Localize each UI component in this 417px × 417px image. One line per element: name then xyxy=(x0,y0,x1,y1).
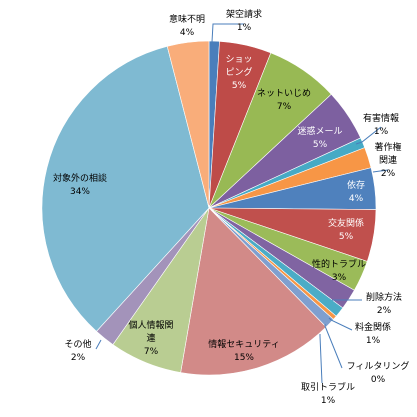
slice-label-15: 個人情報関連 7% xyxy=(128,319,173,357)
slice-label-10: 削除方法 2% xyxy=(366,291,402,316)
slice-label-9: 性的トラブル 3% xyxy=(312,258,366,283)
slice-label-name-part: 迷惑メール xyxy=(297,125,342,137)
slice-percent-label: 5% xyxy=(339,232,354,242)
slice-label-3: ネットいじめ 7% xyxy=(257,88,311,112)
slice-label-2: ショッピング 5% xyxy=(225,55,252,91)
slice-label-4: 迷惑メール 5% xyxy=(297,125,342,150)
slice-label-name-part: その他 xyxy=(64,338,91,350)
slice-percent-label: 3% xyxy=(332,273,347,283)
slice-label-name-part: フィルタリング xyxy=(347,360,410,372)
slice-label-17: 対象外の相談 34% xyxy=(53,172,107,197)
slice-label-name-part: 連 xyxy=(146,332,155,344)
slice-label-name-part: 対象外の相談 xyxy=(53,172,107,184)
slice-label-7: 依存 4% xyxy=(347,179,365,204)
slice-label-name-part: ネットいじめ xyxy=(257,88,311,99)
leader-lines-layer xyxy=(95,23,389,384)
leader-line-6 xyxy=(372,169,389,173)
slice-label-name-part: 有害情報 xyxy=(363,112,399,124)
slice-label-name-part: 交友関係 xyxy=(328,217,364,229)
slice-label-name-part: 関連 xyxy=(379,154,397,166)
labels-layer: 架空請求 1% ショッピング 5% ネットいじめ 7% 迷惑メール 5% 有害情報 1% 著作権関連… xyxy=(53,8,409,406)
slice-label-name-part: 情報セキュリティ xyxy=(208,338,279,350)
pie-slice-18 xyxy=(166,40,210,209)
slice-label-name-part: 依存 xyxy=(347,179,365,191)
pie-slice-14 xyxy=(180,207,327,376)
slice-percent-label: 0% xyxy=(371,375,386,385)
slice-label-13: 取引トラブル 1% xyxy=(301,381,355,406)
leader-line-16 xyxy=(95,339,102,350)
slice-label-1: 架空請求 1% xyxy=(226,8,262,33)
slice-label-16: その他 2% xyxy=(64,338,91,363)
slice-percent-label: 4% xyxy=(180,28,195,38)
slice-percent-label: 2% xyxy=(71,353,86,363)
slice-label-8: 交友関係 5% xyxy=(328,217,364,242)
slice-percent-label: 34% xyxy=(70,187,90,197)
pie-slice-17 xyxy=(41,45,210,332)
slice-percent-label: 1% xyxy=(237,23,252,33)
slice-label-name-part: ショッ xyxy=(225,55,252,65)
leader-line-12 xyxy=(324,324,343,369)
slice-percent-label: 2% xyxy=(377,306,392,316)
slice-percent-label: 1% xyxy=(321,396,336,406)
slice-label-12: フィルタリング 0% xyxy=(347,360,410,385)
slice-percent-label: 7% xyxy=(277,102,292,112)
slice-label-name-part: 著作権 xyxy=(374,141,401,153)
slice-label-11: 料金関係 1% xyxy=(355,321,391,346)
slice-label-name-part: 架空請求 xyxy=(226,8,262,20)
slice-label-5: 有害情報 1% xyxy=(363,112,399,137)
slice-label-name-part: ピング xyxy=(225,66,252,78)
slice-label-name-part: 取引トラブル xyxy=(301,381,355,393)
slice-percent-label: 5% xyxy=(232,81,247,91)
slice-label-name-part: 性的トラブル xyxy=(312,258,366,270)
leader-line-11 xyxy=(328,317,353,331)
leader-line-5 xyxy=(355,126,382,145)
slice-label-name-part: 意味不明 xyxy=(169,13,205,25)
slice-label-name-part: 個人情報関 xyxy=(128,319,173,331)
slice-percent-label: 7% xyxy=(144,347,159,357)
slice-percent-label: 1% xyxy=(366,336,381,346)
slice-label-14: 情報セキュリティ 15% xyxy=(208,338,279,363)
slice-label-name-part: 削除方法 xyxy=(366,291,402,303)
slice-label-6: 著作権関連 2% xyxy=(374,141,401,179)
slice-percent-label: 5% xyxy=(313,140,328,150)
slices-layer xyxy=(41,40,377,376)
leader-line-1 xyxy=(211,23,244,43)
leader-line-13 xyxy=(319,334,323,384)
slice-percent-label: 15% xyxy=(234,353,254,363)
slice-label-name-part: 料金関係 xyxy=(355,321,391,333)
slice-percent-label: 2% xyxy=(381,169,396,179)
slice-percent-label: 4% xyxy=(349,194,364,204)
slice-percent-label: 1% xyxy=(374,127,389,137)
slice-label-18: 意味不明 4% xyxy=(169,13,205,38)
